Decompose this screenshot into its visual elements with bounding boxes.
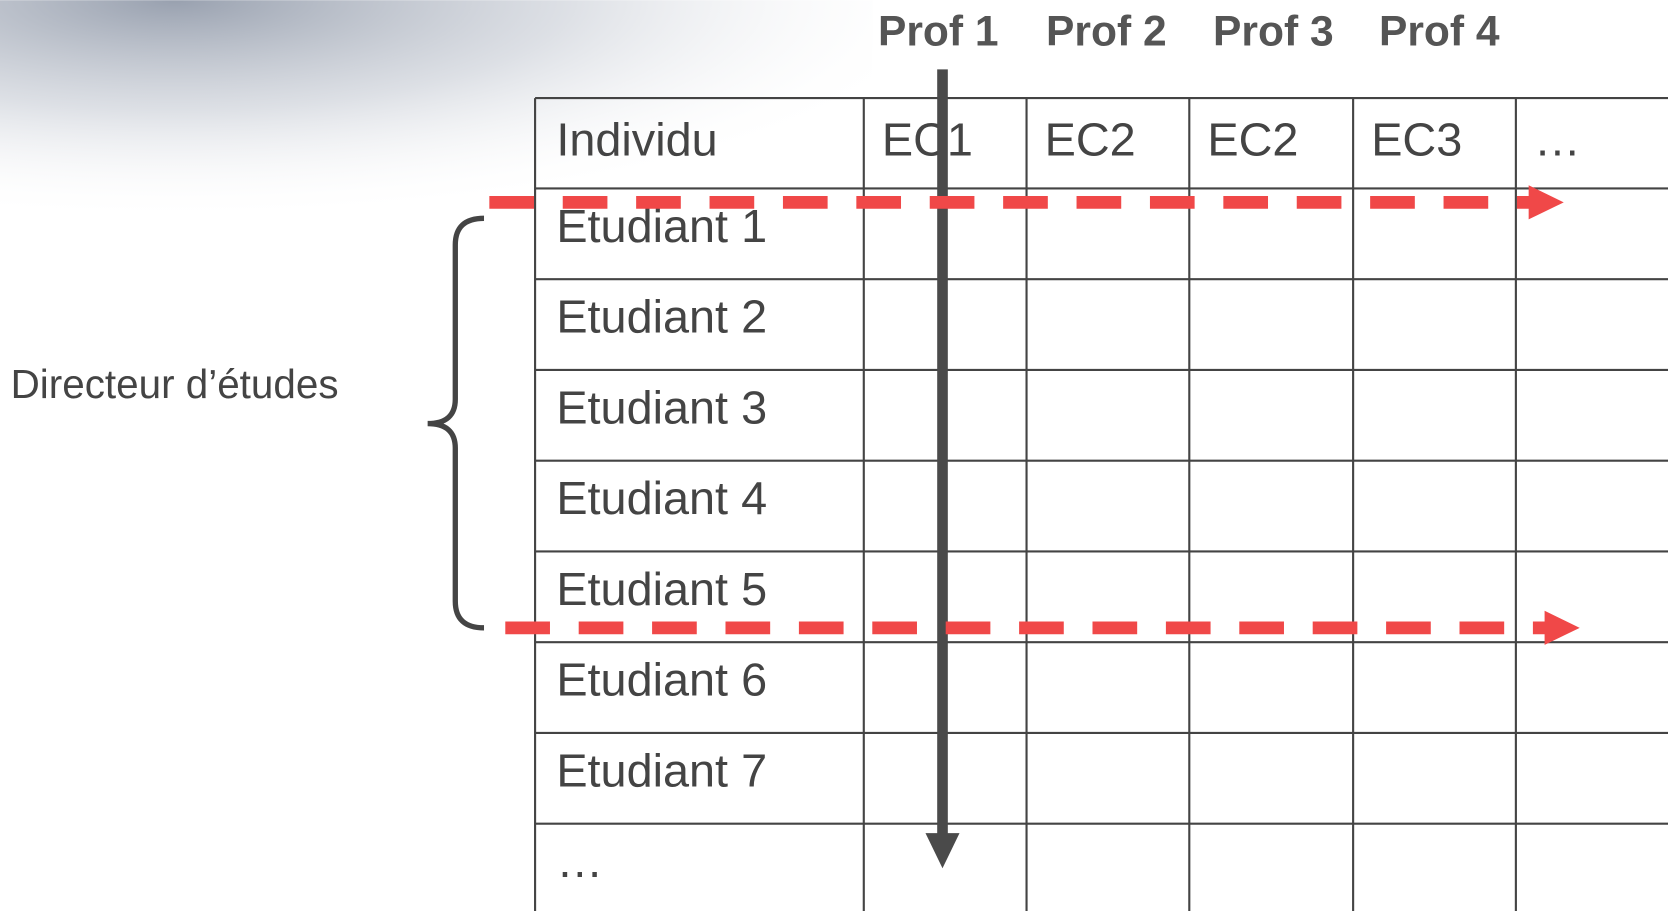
row-label: Etudiant 4 <box>556 472 767 524</box>
annotation: Directeur d’études <box>11 361 339 407</box>
brace <box>427 215 485 631</box>
header-cell: EC1 <box>882 114 973 166</box>
table: Individu EC1 EC2 EC2 EC3 …Etudiant 1Etudiant … <box>534 97 1668 911</box>
arrow-head <box>1544 610 1580 645</box>
header-cell: EC2 <box>1045 114 1136 166</box>
row-label: Etudiant 3 <box>556 381 767 433</box>
row-label: … <box>556 835 603 887</box>
header-cell: EC3 <box>1371 114 1462 166</box>
prof-label: Prof 4 <box>1379 7 1500 55</box>
prof-label: Prof 2 <box>1046 7 1167 55</box>
row-label: Etudiant 2 <box>556 291 767 343</box>
header-cell: EC2 <box>1207 114 1298 166</box>
row-arrow <box>489 185 1564 220</box>
prof-label: Prof 1 <box>878 7 999 55</box>
row-arrow <box>505 610 1580 645</box>
row-label: Etudiant 7 <box>556 744 767 796</box>
prof-label: Prof 3 <box>1213 7 1334 55</box>
arrow-head <box>1528 185 1564 220</box>
header-cell: … <box>1534 114 1581 166</box>
header-cell: Individu <box>556 114 717 166</box>
row-label: Etudiant 6 <box>556 654 767 706</box>
arrow-head <box>925 833 960 869</box>
row-label: Etudiant 5 <box>556 563 767 615</box>
